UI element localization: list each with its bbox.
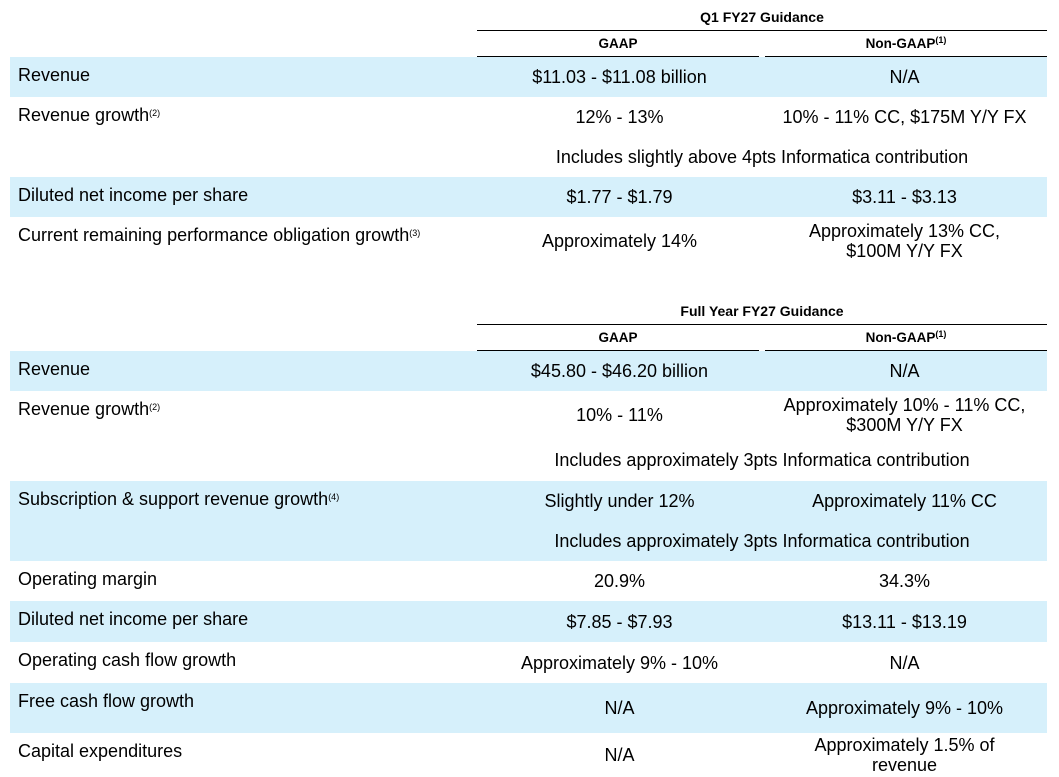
q1-heading-rule bbox=[477, 30, 1047, 31]
nongaap-value: Approximately 9% - 10% bbox=[805, 698, 1004, 718]
gaap-value: N/A bbox=[604, 745, 635, 765]
gaap-value: $7.85 - $7.93 bbox=[566, 611, 673, 632]
nongaap-value: Approximately 11% CC bbox=[812, 491, 997, 511]
row-label-text: Subscription & support revenue growth bbox=[18, 489, 329, 509]
row-label-text: Operating cash flow growth bbox=[18, 650, 237, 670]
table-row: Revenue $11.03 - $11.08 billion N/A bbox=[10, 57, 1047, 97]
row-label-text: Revenue bbox=[18, 359, 91, 379]
gaap-value: Approximately 9% - 10% bbox=[520, 652, 719, 673]
nongaap-value: Approximately 13% CC, $100M Y/Y FX bbox=[808, 221, 1001, 261]
fy-gaap-header: GAAP bbox=[477, 325, 759, 351]
q1-nongaap-header: Non-GAAP(1) bbox=[765, 31, 1047, 57]
table-row-note: Includes approximately 3pts Informatica … bbox=[10, 439, 1047, 481]
row-label: Operating cash flow growth bbox=[10, 642, 477, 683]
row-label: Diluted net income per share bbox=[10, 177, 477, 217]
fy-gaap-header-text: GAAP bbox=[598, 330, 638, 345]
table-row-note: Includes slightly above 4pts Informatica… bbox=[10, 137, 1047, 177]
gaap-value: $45.80 - $46.20 billion bbox=[530, 361, 709, 381]
table-row: Diluted net income per share $7.85 - $7.… bbox=[10, 601, 1047, 642]
nongaap-value: $13.11 - $13.19 bbox=[842, 611, 967, 632]
row-label: Revenue bbox=[10, 351, 477, 391]
table-row: Revenue $45.80 - $46.20 billion N/A bbox=[10, 351, 1047, 391]
gaap-value: $1.77 - $1.79 bbox=[566, 187, 673, 207]
table-row: Revenue growth(2) 12% - 13% 10% - 11% CC… bbox=[10, 97, 1047, 137]
nongaap-value: 10% - 11% CC, $175M Y/Y FX bbox=[782, 107, 1027, 127]
table-row: Capital expenditures N/A Approximately 1… bbox=[10, 733, 1047, 777]
gaap-value: Slightly under 12% bbox=[544, 491, 695, 511]
nongaap-value: N/A bbox=[889, 361, 920, 381]
table-row: Operating cash flow growth Approximately… bbox=[10, 642, 1047, 683]
fy-column-headers: GAAP Non-GAAP(1) bbox=[477, 325, 1047, 351]
gaap-value: $11.03 - $11.08 billion bbox=[532, 67, 707, 87]
gaap-value: 20.9% bbox=[593, 571, 646, 591]
nongaap-value: $3.11 - $3.13 bbox=[852, 187, 957, 207]
gaap-value: N/A bbox=[604, 698, 635, 718]
row-label-text: Free cash flow growth bbox=[18, 691, 195, 711]
q1-gaap-header: GAAP bbox=[477, 31, 759, 57]
nongaap-value: N/A bbox=[889, 67, 920, 87]
gaap-value: Approximately 14% bbox=[541, 231, 698, 251]
q1-guidance-table: Q1 FY27 Guidance GAAP Non-GAAP(1) Revenu… bbox=[10, 8, 1047, 265]
row-label-text: Revenue growth bbox=[18, 105, 150, 125]
row-label: Free cash flow growth bbox=[10, 683, 477, 733]
q1-nongaap-header-text: Non-GAAP bbox=[865, 36, 936, 51]
table-row: Diluted net income per share $1.77 - $1.… bbox=[10, 177, 1047, 217]
row-footnote: (2) bbox=[149, 402, 161, 412]
row-note: Includes slightly above 4pts Informatica… bbox=[555, 147, 969, 167]
row-label-text: Diluted net income per share bbox=[18, 609, 249, 629]
fy-nongaap-header: Non-GAAP(1) bbox=[765, 325, 1047, 351]
table-row: Free cash flow growth N/A Approximately … bbox=[10, 683, 1047, 733]
nongaap-value: Approximately 1.5% of revenue bbox=[814, 735, 995, 775]
row-label-text: Current remaining performance obligation… bbox=[18, 225, 410, 245]
fy-guidance-table: Full Year FY27 Guidance GAAP Non-GAAP(1)… bbox=[10, 302, 1047, 777]
row-label-empty bbox=[10, 521, 477, 561]
row-label-text: Operating margin bbox=[18, 569, 158, 589]
row-label-empty bbox=[10, 439, 477, 481]
table-row-note: Includes approximately 3pts Informatica … bbox=[10, 521, 1047, 561]
row-note: Includes approximately 3pts Informatica … bbox=[554, 531, 970, 551]
row-label: Revenue growth(2) bbox=[10, 97, 477, 137]
row-label: Capital expenditures bbox=[10, 733, 477, 777]
table-row: Revenue growth(2) 10% - 11% Approximatel… bbox=[10, 391, 1047, 439]
gaap-value: 12% - 13% bbox=[575, 107, 664, 127]
fy-heading-rule bbox=[477, 324, 1047, 325]
q1-column-headers: GAAP Non-GAAP(1) bbox=[477, 31, 1047, 57]
nongaap-value: 34.3% bbox=[878, 571, 931, 591]
table-row: Current remaining performance obligation… bbox=[10, 217, 1047, 265]
row-label-text: Diluted net income per share bbox=[18, 185, 249, 205]
nongaap-value: Approximately 10% - 11% CC, $300M Y/Y FX bbox=[783, 395, 1026, 435]
q1-heading: Q1 FY27 Guidance bbox=[700, 9, 824, 25]
fy-heading: Full Year FY27 Guidance bbox=[680, 303, 844, 319]
row-label: Diluted net income per share bbox=[10, 601, 477, 642]
q1-gaap-header-text: GAAP bbox=[598, 36, 638, 51]
fy-nongaap-footnote: (1) bbox=[935, 329, 947, 339]
row-label: Subscription & support revenue growth(4) bbox=[10, 481, 477, 521]
row-label-text: Revenue growth bbox=[18, 399, 150, 419]
row-footnote: (3) bbox=[409, 228, 421, 238]
table-row: Subscription & support revenue growth(4)… bbox=[10, 481, 1047, 521]
row-label-text: Capital expenditures bbox=[18, 741, 183, 761]
row-label: Current remaining performance obligation… bbox=[10, 217, 477, 265]
nongaap-value: N/A bbox=[889, 652, 920, 673]
row-footnote: (2) bbox=[149, 108, 161, 118]
row-note: Includes approximately 3pts Informatica … bbox=[554, 450, 970, 470]
q1-nongaap-footnote: (1) bbox=[935, 35, 947, 45]
row-label: Revenue growth(2) bbox=[10, 391, 477, 439]
fy-nongaap-header-text: Non-GAAP bbox=[865, 330, 936, 345]
row-label: Revenue bbox=[10, 57, 477, 97]
row-label-text: Revenue bbox=[18, 65, 91, 85]
table-row: Operating margin 20.9% 34.3% bbox=[10, 561, 1047, 601]
gaap-value: 10% - 11% bbox=[576, 405, 663, 425]
row-label-empty bbox=[10, 137, 477, 177]
row-footnote: (4) bbox=[328, 492, 340, 502]
row-label: Operating margin bbox=[10, 561, 477, 601]
